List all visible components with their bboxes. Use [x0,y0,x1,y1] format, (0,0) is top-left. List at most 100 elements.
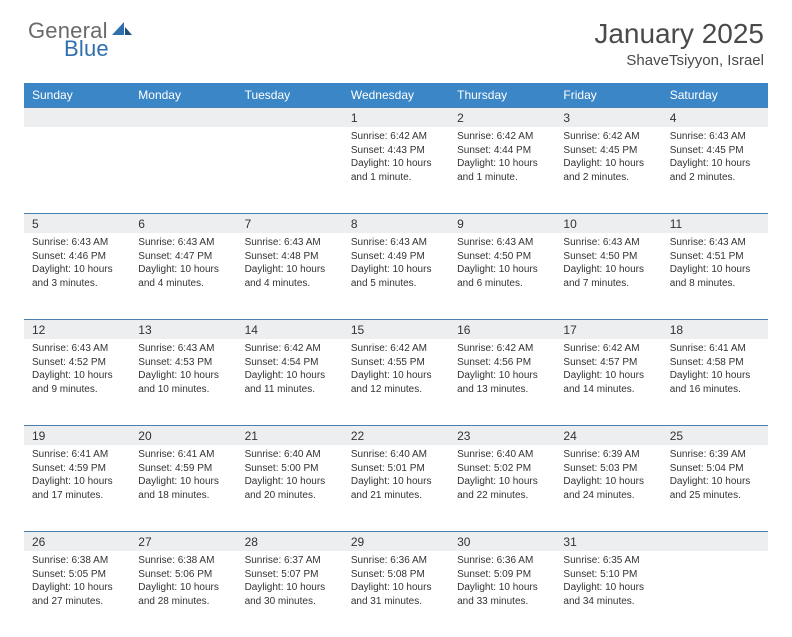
daylight-line: Daylight: 10 hours and 8 minutes. [670,264,751,289]
sunset-line: Sunset: 5:10 PM [563,569,637,580]
sunset-line: Sunset: 5:07 PM [245,569,319,580]
daylight-line: Daylight: 10 hours and 6 minutes. [457,264,538,289]
day-content: Sunrise: 6:38 AMSunset: 5:06 PMDaylight:… [130,551,236,615]
daylight-line: Daylight: 10 hours and 17 minutes. [32,476,113,501]
daylight-line: Daylight: 10 hours and 28 minutes. [138,582,219,607]
sunrise-line: Sunrise: 6:37 AM [245,555,321,566]
day-number: 12 [24,319,130,339]
logo-word-blue: Blue [64,36,109,61]
day-content: Sunrise: 6:42 AMSunset: 4:45 PMDaylight:… [555,127,661,191]
title-block: January 2025 ShaveTsiyyon, Israel [594,18,764,69]
week-number-row: 19202122232425 [24,425,768,445]
sunset-line: Sunset: 5:04 PM [670,463,744,474]
day-number: 20 [130,425,236,445]
day-number: 9 [449,213,555,233]
day-content: Sunrise: 6:36 AMSunset: 5:09 PMDaylight:… [449,551,555,615]
sunrise-line: Sunrise: 6:41 AM [32,449,108,460]
sunset-line: Sunset: 4:51 PM [670,251,744,262]
sunset-line: Sunset: 4:57 PM [563,357,637,368]
sunrise-line: Sunrise: 6:35 AM [563,555,639,566]
week-number-row: 1234 [24,107,768,127]
sunset-line: Sunset: 4:54 PM [245,357,319,368]
daylight-line: Daylight: 10 hours and 1 minute. [351,158,432,183]
weekday-header: Friday [555,83,661,107]
day-number: 11 [662,213,768,233]
day-content: Sunrise: 6:43 AMSunset: 4:50 PMDaylight:… [555,233,661,297]
sunset-line: Sunset: 4:53 PM [138,357,212,368]
day-number: 25 [662,425,768,445]
day-content: Sunrise: 6:43 AMSunset: 4:45 PMDaylight:… [662,127,768,191]
weekday-header: Wednesday [343,83,449,107]
day-number: 8 [343,213,449,233]
sunrise-line: Sunrise: 6:36 AM [457,555,533,566]
day-number: 18 [662,319,768,339]
day-content: Sunrise: 6:42 AMSunset: 4:43 PMDaylight:… [343,127,449,191]
sunrise-line: Sunrise: 6:43 AM [32,237,108,248]
logo-sail-icon-2 [111,25,133,42]
day-content: Sunrise: 6:40 AMSunset: 5:02 PMDaylight:… [449,445,555,509]
day-number: 13 [130,319,236,339]
day-content: Sunrise: 6:40 AMSunset: 5:01 PMDaylight:… [343,445,449,509]
day-content: Sunrise: 6:43 AMSunset: 4:46 PMDaylight:… [24,233,130,297]
day-content: Sunrise: 6:43 AMSunset: 4:48 PMDaylight:… [237,233,343,297]
day-number: 10 [555,213,661,233]
daylight-line: Daylight: 10 hours and 10 minutes. [138,370,219,395]
sunset-line: Sunset: 5:03 PM [563,463,637,474]
day-number: 5 [24,213,130,233]
sunset-line: Sunset: 5:08 PM [351,569,425,580]
empty-day-number [662,531,768,551]
sunrise-line: Sunrise: 6:40 AM [245,449,321,460]
week-number-row: 262728293031 [24,531,768,551]
day-content: Sunrise: 6:42 AMSunset: 4:55 PMDaylight:… [343,339,449,403]
sunset-line: Sunset: 4:45 PM [563,145,637,156]
empty-day-number [24,107,130,127]
sunrise-line: Sunrise: 6:41 AM [138,449,214,460]
sunrise-line: Sunrise: 6:43 AM [457,237,533,248]
sunrise-line: Sunrise: 6:43 AM [670,131,746,142]
daylight-line: Daylight: 10 hours and 4 minutes. [138,264,219,289]
sunset-line: Sunset: 4:50 PM [563,251,637,262]
day-number: 29 [343,531,449,551]
month-title: January 2025 [594,18,764,50]
sunset-line: Sunset: 4:49 PM [351,251,425,262]
sunrise-line: Sunrise: 6:38 AM [138,555,214,566]
week-number-row: 12131415161718 [24,319,768,339]
day-content: Sunrise: 6:42 AMSunset: 4:44 PMDaylight:… [449,127,555,191]
location: ShaveTsiyyon, Israel [594,52,764,69]
day-content: Sunrise: 6:38 AMSunset: 5:05 PMDaylight:… [24,551,130,615]
daylight-line: Daylight: 10 hours and 25 minutes. [670,476,751,501]
daylight-line: Daylight: 10 hours and 24 minutes. [563,476,644,501]
week-content-row: Sunrise: 6:41 AM Sunset: 4:59 PM Daylight:… [24,445,768,531]
day-number: 26 [24,531,130,551]
day-number: 24 [555,425,661,445]
sunrise-line: Sunrise: 6:38 AM [32,555,108,566]
sunset-line: Sunset: 4:47 PM [138,251,212,262]
day-number: 31 [555,531,661,551]
sunrise-line: Sunrise: 6:43 AM [32,343,108,354]
day-number: 14 [237,319,343,339]
day-content: Sunrise: 6:37 AMSunset: 5:07 PMDaylight:… [237,551,343,615]
sunrise-line: Sunrise: 6:43 AM [351,237,427,248]
daylight-line: Daylight: 10 hours and 34 minutes. [563,582,644,607]
day-content: Sunrise: 6:41 AMSunset: 4:58 PMDaylight:… [662,339,768,403]
weekday-header-row: Sunday Monday Tuesday Wednesday Thursday… [24,83,768,107]
daylight-line: Daylight: 10 hours and 2 minutes. [670,158,751,183]
sunrise-line: Sunrise: 6:40 AM [457,449,533,460]
day-content: Sunrise: 6:40 AMSunset: 5:00 PMDaylight:… [237,445,343,509]
sunset-line: Sunset: 4:43 PM [351,145,425,156]
day-content: Sunrise: 6:43 AMSunset: 4:51 PMDaylight:… [662,233,768,297]
calendar-body: 1234Sunrise: 6:42 AMSunset: 4:43 PMDayli… [24,107,768,637]
week-number-row: 567891011 [24,213,768,233]
sunrise-line: Sunrise: 6:39 AM [670,449,746,460]
sunrise-line: Sunrise: 6:42 AM [457,343,533,354]
day-content: Sunrise: 6:39 AMSunset: 5:03 PMDaylight:… [555,445,661,509]
daylight-line: Daylight: 10 hours and 1 minute. [457,158,538,183]
empty-day-content [130,127,236,191]
week-content-row: Sunrise: 6:38 AMSunset: 5:05 PMDaylight:… [24,551,768,637]
day-number: 15 [343,319,449,339]
sunset-line: Sunset: 4:52 PM [32,357,106,368]
sunset-line: Sunset: 4:59 PM [138,463,212,474]
weekday-header: Tuesday [237,83,343,107]
day-content: Sunrise: 6:43 AMSunset: 4:47 PMDaylight:… [130,233,236,297]
sunrise-line: Sunrise: 6:43 AM [563,237,639,248]
